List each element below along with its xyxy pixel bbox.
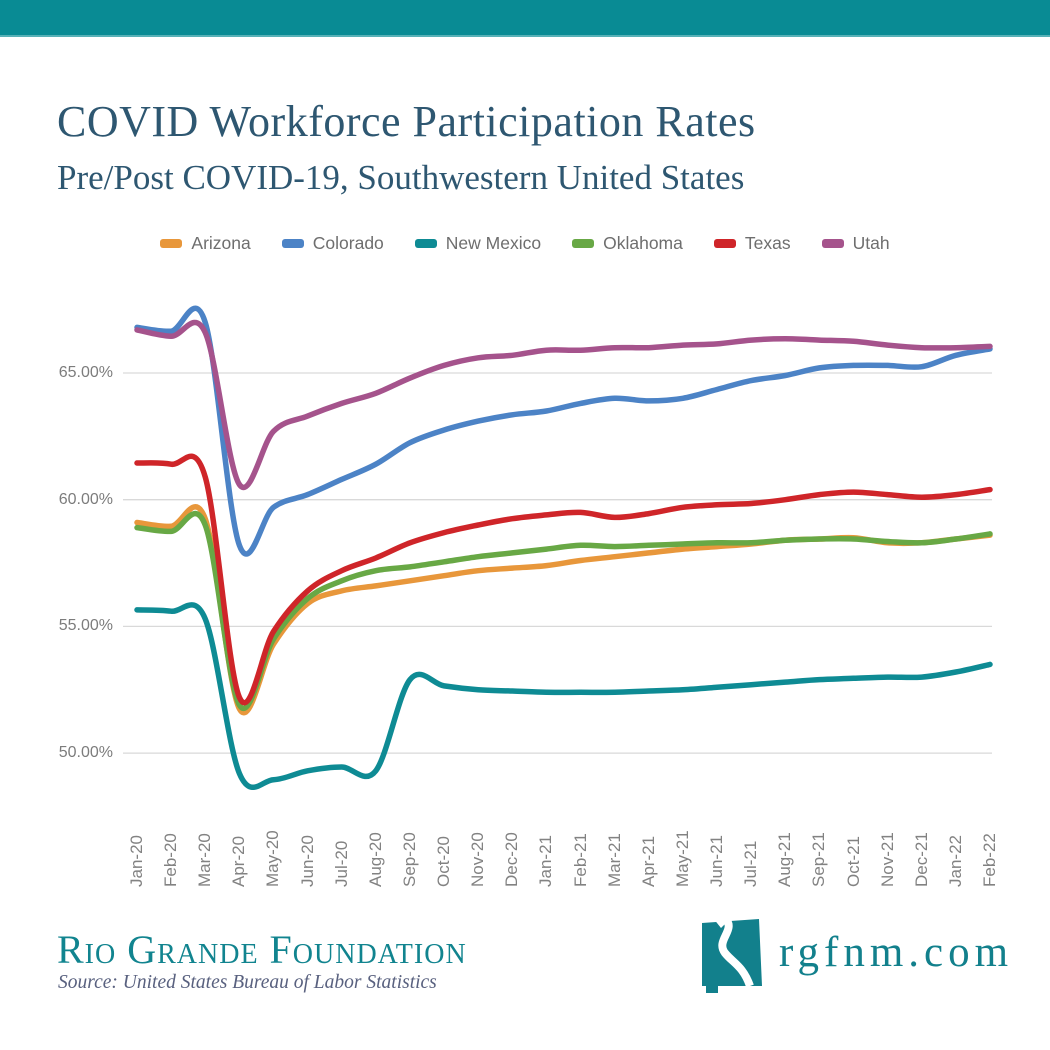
x-axis-tick-label: Jan-20 [127, 835, 146, 887]
x-axis-tick-label: Jun-21 [707, 835, 727, 887]
x-axis-tick-label: Nov-20 [468, 832, 488, 887]
chart-legend: Arizona Colorado New Mexico Oklahoma Texas Ut… [0, 230, 1050, 256]
y-axis-tick-label: 60.00% [58, 490, 113, 508]
series-line-utah [134, 319, 993, 491]
footer-organization: Rio Grande Foundation [57, 927, 467, 972]
legend-item-colorado: Colorado [281, 232, 384, 254]
x-axis-tick-label: Jul-21 [741, 840, 761, 887]
footer-source-note: Source: United States Bureau of Labor St… [58, 972, 437, 993]
x-axis-tick-label: Apr-20 [229, 835, 249, 887]
x-axis-tick-label: Apr-21 [638, 835, 658, 887]
chart-subtitle: Pre/Post COVID-19, Southwestern United S… [57, 158, 745, 197]
legend-item-new-mexico: New Mexico [414, 232, 542, 254]
header-accent-bar [0, 0, 1050, 37]
x-axis-tick-label: Mar-21 [604, 833, 624, 887]
y-axis-tick-label: 65.00% [58, 364, 113, 381]
x-axis-tick-label: May-21 [672, 830, 692, 887]
legend-label: Oklahoma [603, 232, 683, 253]
rgf-new-mexico-logo-icon [702, 916, 762, 993]
legend-label: New Mexico [445, 232, 542, 253]
x-axis-tick-label: Feb-22 [980, 833, 999, 887]
line-chart [123, 305, 993, 791]
x-axis-tick-label: Oct-21 [843, 835, 863, 887]
x-axis-tick-label: Oct-20 [434, 835, 454, 887]
x-axis-tick-label: Jan-21 [536, 835, 556, 887]
x-axis-tick-label: Sep-20 [399, 832, 419, 887]
series-line-colorado [134, 305, 993, 557]
chart-title: COVID Workforce Participation Rates [57, 97, 756, 146]
x-axis-tick-label: Sep-21 [809, 832, 829, 887]
footer-website: rgfnm.com [779, 929, 1014, 976]
x-axis-tick-label: Dec-20 [502, 832, 522, 887]
x-axis-tick-label: Feb-20 [161, 833, 181, 887]
legend-label: Texas [744, 232, 791, 253]
x-axis-tick-label: Aug-20 [365, 832, 385, 887]
series-line-new-mexico [134, 602, 993, 791]
x-axis-tick-label: Mar-20 [195, 833, 215, 887]
series-line-texas [134, 453, 993, 706]
legend-item-arizona: Arizona [160, 232, 251, 254]
legend-label: Utah [852, 232, 890, 253]
x-axis-tick-label: May-20 [263, 830, 283, 887]
x-axis-tick-label: Dec-21 [911, 832, 931, 887]
legend-item-texas: Texas [713, 232, 791, 254]
legend-swatch-icon [821, 238, 844, 248]
x-axis-tick-label: Aug-21 [775, 832, 795, 887]
legend-label: Colorado [312, 232, 384, 253]
x-axis-tick-label: Feb-21 [570, 833, 590, 887]
legend-item-utah: Utah [821, 232, 890, 254]
y-axis-tick-label: 50.00% [58, 744, 113, 762]
legend-swatch-icon [281, 238, 304, 248]
x-axis-tick-label: Jul-20 [331, 840, 351, 887]
legend-swatch-icon [414, 238, 437, 248]
legend-swatch-icon [713, 238, 736, 248]
x-axis-tick-label: Nov-21 [877, 832, 897, 887]
legend-swatch-icon [160, 238, 183, 248]
x-axis-tick-label: Jan-22 [945, 835, 965, 887]
legend-item-oklahoma: Oklahoma [572, 233, 683, 254]
y-axis-tick-label: 55.00% [58, 617, 113, 635]
legend-label: Arizona [191, 232, 251, 253]
x-axis-tick-label: Jun-20 [297, 835, 317, 887]
legend-swatch-icon [572, 238, 595, 248]
